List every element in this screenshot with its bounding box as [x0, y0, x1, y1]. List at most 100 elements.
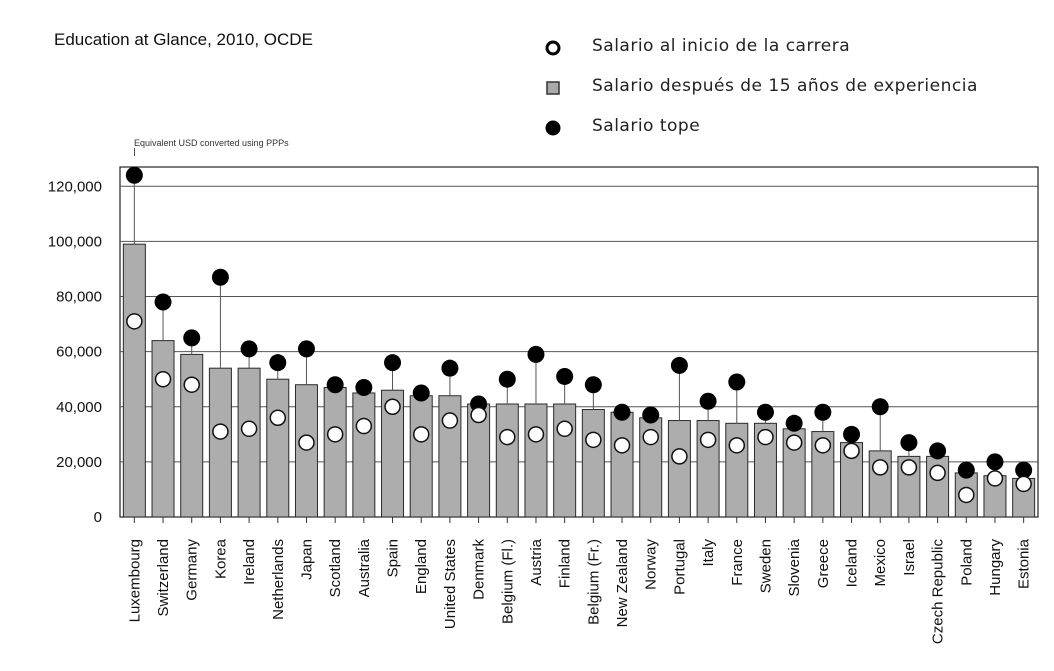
top-salary-marker: [355, 378, 373, 396]
top-salary-marker: [957, 461, 975, 479]
top-salary-marker: [125, 166, 143, 184]
x-category-label: Iceland: [844, 539, 861, 587]
start-salary-marker: [900, 459, 918, 476]
top-salary-marker: [297, 340, 315, 358]
x-category-label: England: [413, 539, 430, 594]
x-category-label: Belgium (Fl.): [499, 539, 516, 624]
top-salary-marker: [814, 403, 832, 421]
x-category-label: Belgium (Fr.): [585, 539, 602, 625]
top-salary-marker: [613, 403, 631, 421]
y-tick-label: 120,000: [48, 178, 102, 195]
gray-square-icon: [546, 81, 560, 95]
x-category-label: Scotland: [327, 539, 344, 597]
top-salary-marker: [556, 367, 574, 385]
start-salary-marker: [613, 437, 631, 454]
x-category-label: Hungary: [987, 539, 1004, 596]
start-salary-marker: [269, 409, 287, 427]
x-category-label: Japan: [298, 539, 315, 580]
y-tick-label: 40,000: [56, 399, 102, 416]
start-salary-marker: [843, 442, 860, 460]
start-salary-marker: [699, 431, 717, 449]
top-salary-marker: [785, 414, 803, 432]
top-salary-marker: [326, 376, 344, 394]
bar-15-years: [208, 367, 232, 518]
top-salary-marker: [527, 345, 545, 363]
legend-label-15years: Salario después de 15 años de experienci…: [592, 76, 978, 96]
x-category-label: Luxembourg: [126, 539, 143, 622]
top-salary-marker: [240, 340, 258, 358]
x-category-label: Germany: [184, 539, 201, 601]
top-salary-marker: [412, 384, 430, 402]
start-salary-marker: [355, 417, 373, 435]
x-category-label: Estonia: [1016, 538, 1033, 589]
x-category-label: Mexico: [872, 539, 889, 587]
x-category-label: Australia: [356, 538, 373, 597]
top-salary-marker: [642, 406, 660, 424]
bar-15-years: [409, 395, 433, 518]
top-salary-marker: [986, 453, 1004, 471]
x-category-label: Norway: [643, 539, 660, 590]
top-salary-marker: [756, 403, 774, 421]
bar-15-years: [122, 243, 146, 518]
start-salary-marker: [556, 420, 573, 438]
start-salary-marker: [240, 420, 258, 438]
bar-15-years: [495, 403, 519, 518]
start-salary-marker: [298, 434, 315, 451]
start-salary-marker: [728, 437, 746, 454]
top-salary-marker: [900, 434, 918, 452]
bar-15-years: [323, 386, 347, 518]
top-salary-marker: [929, 442, 947, 460]
start-salary-marker: [986, 470, 1004, 487]
start-salary-marker: [671, 448, 688, 465]
start-salary-marker: [212, 423, 229, 440]
start-salary-marker: [814, 437, 832, 454]
x-category-label: Spain: [385, 539, 402, 577]
y-tick-label: 100,000: [48, 233, 102, 250]
top-salary-marker: [670, 356, 688, 374]
currency-note: Equivalent USD converted using PPPs: [134, 138, 289, 148]
start-salary-marker: [384, 398, 401, 416]
start-salary-marker: [412, 426, 430, 443]
filled-circle-icon: [545, 120, 561, 136]
x-category-label: Netherlands: [270, 539, 287, 620]
start-salary-marker: [499, 428, 516, 446]
start-salary-marker: [929, 464, 946, 482]
bar-15-years: [610, 411, 634, 518]
y-tick-label: 0: [94, 509, 102, 526]
bar-15-years: [581, 409, 605, 518]
x-category-label: Czech Republic: [930, 539, 947, 645]
start-salary-marker: [757, 428, 774, 446]
bar-15-years: [352, 392, 376, 518]
top-salary-marker: [871, 398, 889, 416]
start-salary-marker: [527, 426, 545, 443]
note-tick: [134, 148, 135, 156]
top-salary-marker: [699, 392, 717, 410]
top-salary-marker: [584, 376, 602, 394]
y-tick-label: 60,000: [56, 344, 102, 361]
top-salary-marker: [154, 293, 172, 311]
top-salary-marker: [384, 354, 402, 372]
x-category-label: United States: [442, 539, 459, 629]
start-salary-marker: [126, 313, 143, 330]
top-salary-marker: [211, 268, 229, 286]
x-category-label: Austria: [528, 538, 545, 585]
top-salary-marker: [843, 425, 861, 443]
top-salary-marker: [441, 359, 459, 377]
top-salary-marker: [498, 370, 516, 388]
x-category-label: Ireland: [241, 539, 258, 585]
legend-label-start: Salario al inicio de la carrera: [592, 36, 851, 56]
x-category-label: Denmark: [471, 539, 488, 600]
bar-15-years: [667, 420, 691, 518]
start-salary-marker: [441, 412, 459, 429]
start-salary-marker: [326, 426, 344, 443]
x-category-label: France: [729, 539, 746, 586]
x-category-label: Greece: [815, 539, 832, 588]
top-salary-marker: [1015, 461, 1033, 479]
y-tick-label: 80,000: [56, 289, 102, 306]
start-salary-marker: [871, 459, 889, 476]
x-category-label: Slovenia: [786, 538, 803, 596]
x-category-label: Finland: [557, 539, 574, 588]
bar-15-years: [151, 340, 175, 518]
x-category-label: Italy: [700, 539, 717, 567]
